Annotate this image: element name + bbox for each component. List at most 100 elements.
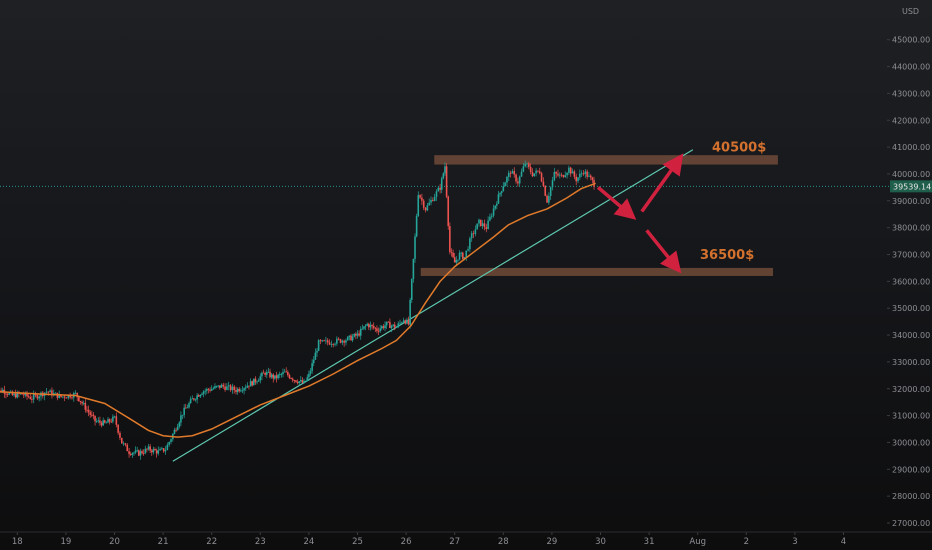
candle-body — [494, 205, 496, 209]
candle-body — [356, 333, 359, 336]
candle-body — [478, 219, 480, 224]
candle-body — [147, 446, 150, 450]
candle-body — [201, 393, 203, 395]
y-tick-label: 39000.00 — [892, 197, 930, 206]
candle-body — [278, 374, 281, 375]
candle-body — [128, 451, 130, 455]
candle-body — [282, 372, 284, 375]
candle-body — [264, 373, 266, 375]
candle-body — [11, 391, 14, 396]
candle-body — [122, 443, 125, 445]
candle-body — [196, 395, 198, 400]
candle-body — [91, 414, 93, 416]
candle-body — [133, 452, 135, 454]
candle-body — [280, 374, 283, 375]
candle-body — [235, 390, 237, 393]
candle-body — [95, 421, 98, 422]
candle-body — [63, 396, 66, 398]
candle-body — [564, 175, 567, 178]
y-tick-label: 29000.00 — [892, 465, 930, 474]
candle-body — [45, 391, 48, 393]
candle-body — [372, 325, 375, 328]
candle-body — [27, 396, 30, 398]
x-tick-label: 3 — [792, 537, 797, 547]
candle-body — [476, 223, 478, 230]
candle-body — [295, 380, 297, 382]
support-label: 36500$ — [700, 248, 754, 263]
candle-body — [181, 414, 184, 416]
candle-body — [81, 401, 83, 404]
candle-body — [426, 205, 429, 211]
candle-body — [533, 173, 536, 177]
candle-body — [524, 163, 526, 167]
candle-body — [330, 344, 333, 345]
candle-body — [298, 381, 300, 384]
candle-body — [58, 394, 61, 398]
candle-body — [569, 167, 572, 174]
candle-body — [440, 178, 443, 190]
candle-body — [102, 420, 104, 426]
candle-body — [300, 380, 302, 382]
candle-body — [309, 370, 312, 374]
candle-body — [204, 390, 207, 392]
y-tick-label: 28000.00 — [892, 492, 930, 501]
candle-body — [409, 299, 411, 325]
candle-body — [285, 371, 288, 373]
candle-body — [410, 278, 413, 300]
candle-body — [257, 380, 260, 382]
candle-body — [560, 174, 563, 176]
candle-body — [359, 328, 362, 336]
y-tick-label: 42000.00 — [892, 116, 930, 125]
candle-body — [312, 359, 315, 364]
y-tick-label: 43000.00 — [892, 89, 930, 98]
candle-body — [387, 321, 390, 323]
candle-body — [19, 393, 22, 395]
candle-body — [49, 390, 51, 393]
candle-body — [194, 399, 197, 401]
candle-body — [580, 173, 583, 175]
candle-body — [107, 419, 109, 423]
y-tick-label: 37000.00 — [892, 251, 930, 260]
candle-body — [189, 399, 192, 404]
candle-body — [499, 192, 501, 195]
candle-body — [445, 166, 448, 197]
candle-body — [149, 446, 151, 451]
y-tick-label: 45000.00 — [892, 36, 930, 45]
x-tick-label: 26 — [401, 537, 412, 547]
candle-body — [212, 388, 215, 390]
candle-body — [16, 392, 19, 398]
candle-body — [241, 390, 244, 392]
candle-body — [515, 174, 517, 182]
candle-body — [422, 200, 425, 208]
candle-body — [178, 422, 181, 427]
candle-body — [134, 450, 137, 453]
candle-body — [259, 376, 262, 381]
x-tick-label: 25 — [352, 537, 363, 547]
candle-body — [465, 250, 468, 258]
candle-body — [412, 258, 415, 279]
candle-body — [424, 207, 427, 211]
candle-body — [487, 220, 489, 230]
candle-body — [131, 453, 134, 455]
y-tick-label: 40000.00 — [892, 170, 930, 179]
candle-body — [364, 325, 367, 327]
candle-body — [382, 326, 385, 329]
candle-body — [470, 233, 473, 239]
candle-body — [157, 450, 160, 454]
candle-body — [374, 327, 377, 329]
candle-body — [509, 172, 512, 174]
candle-body — [86, 409, 88, 411]
candle-body — [1, 389, 4, 393]
candle-body — [62, 396, 64, 398]
x-tick-label: 24 — [303, 537, 314, 547]
candle-body — [579, 173, 581, 178]
candle-body — [129, 454, 132, 455]
candle-body — [120, 437, 123, 444]
candle-body — [215, 386, 218, 387]
candle-body — [472, 233, 475, 235]
candle-body — [323, 340, 325, 342]
candle-body — [29, 397, 32, 400]
candle-body — [492, 208, 495, 216]
